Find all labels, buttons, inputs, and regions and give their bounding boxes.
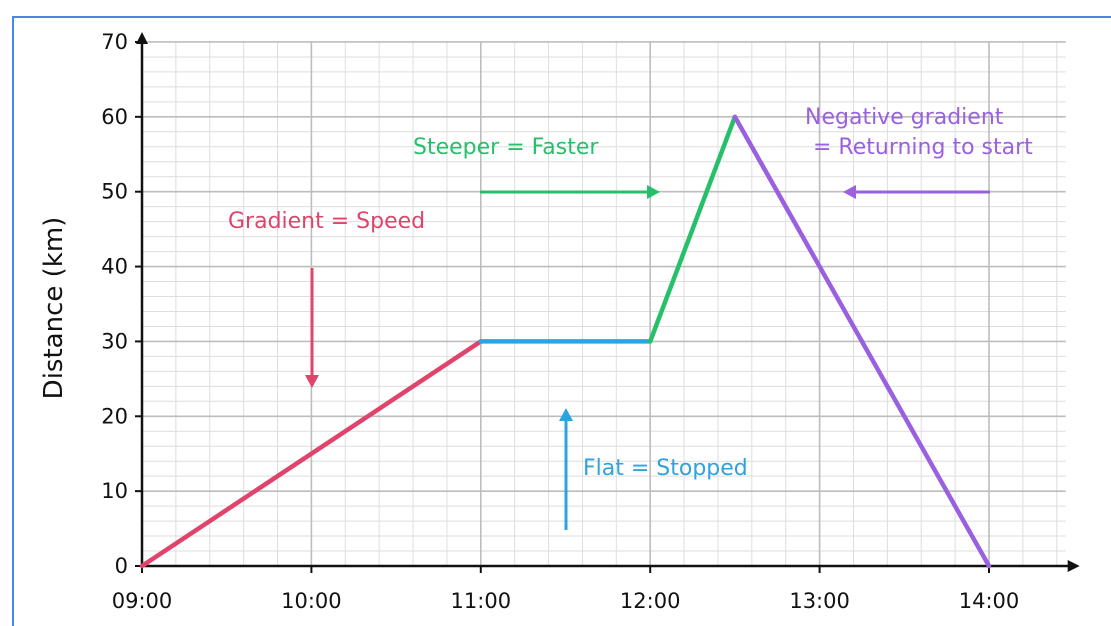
annotations: Gradient = Speed Steeper = Faster Flat = S… xyxy=(228,105,1033,530)
arrow-steeper-faster-head xyxy=(647,185,660,199)
x-tick-label: 12:00 xyxy=(620,589,681,613)
annotation-negative-gradient: Negative gradient xyxy=(805,105,1004,130)
y-tick-label: 70 xyxy=(101,30,128,54)
series-line-1 xyxy=(139,339,484,569)
x-tick-label: 13:00 xyxy=(789,589,850,613)
arrow-negative-gradient-head xyxy=(843,185,856,199)
series-lines xyxy=(139,114,992,569)
x-tick-label: 09:00 xyxy=(112,589,173,613)
y-tick-label: 60 xyxy=(101,105,128,129)
tick-labels: 09:00 10:00 11:00 12:00 13:00 14:00 0 10 20 30 40 5… xyxy=(101,30,1019,613)
arrow-flat-stopped-head xyxy=(559,408,573,421)
annotation-returning-to-start: = Returning to start xyxy=(813,135,1033,160)
x-tick-label: 14:00 xyxy=(959,589,1020,613)
series-line-4 xyxy=(732,114,992,569)
minor-grid xyxy=(142,41,1066,566)
x-tick-label: 10:00 xyxy=(281,589,342,613)
annotation-gradient-speed: Gradient = Speed xyxy=(228,209,425,234)
x-axis-arrowhead xyxy=(1067,560,1080,572)
y-tick-label: 20 xyxy=(101,404,128,428)
y-tick-label: 30 xyxy=(101,329,128,353)
y-tick-label: 40 xyxy=(101,255,128,279)
chart-frame xyxy=(12,16,1111,626)
arrow-gradient-speed xyxy=(305,268,319,388)
series-line-3 xyxy=(647,114,738,344)
arrow-negative-gradient xyxy=(843,185,990,199)
y-axis-label: Distance (km) xyxy=(39,217,69,400)
y-tick-label: 0 xyxy=(115,554,128,578)
y-tick-label: 50 xyxy=(101,180,128,204)
arrow-steeper-faster xyxy=(480,185,660,199)
arrow-flat-stopped xyxy=(559,408,573,530)
arrow-gradient-speed-head xyxy=(305,375,319,388)
annotation-steeper-faster: Steeper = Faster xyxy=(413,135,599,160)
y-tick-label: 10 xyxy=(101,479,128,503)
annotation-flat-stopped: Flat = Stopped xyxy=(583,456,748,481)
x-tick-label: 11:00 xyxy=(451,589,512,613)
